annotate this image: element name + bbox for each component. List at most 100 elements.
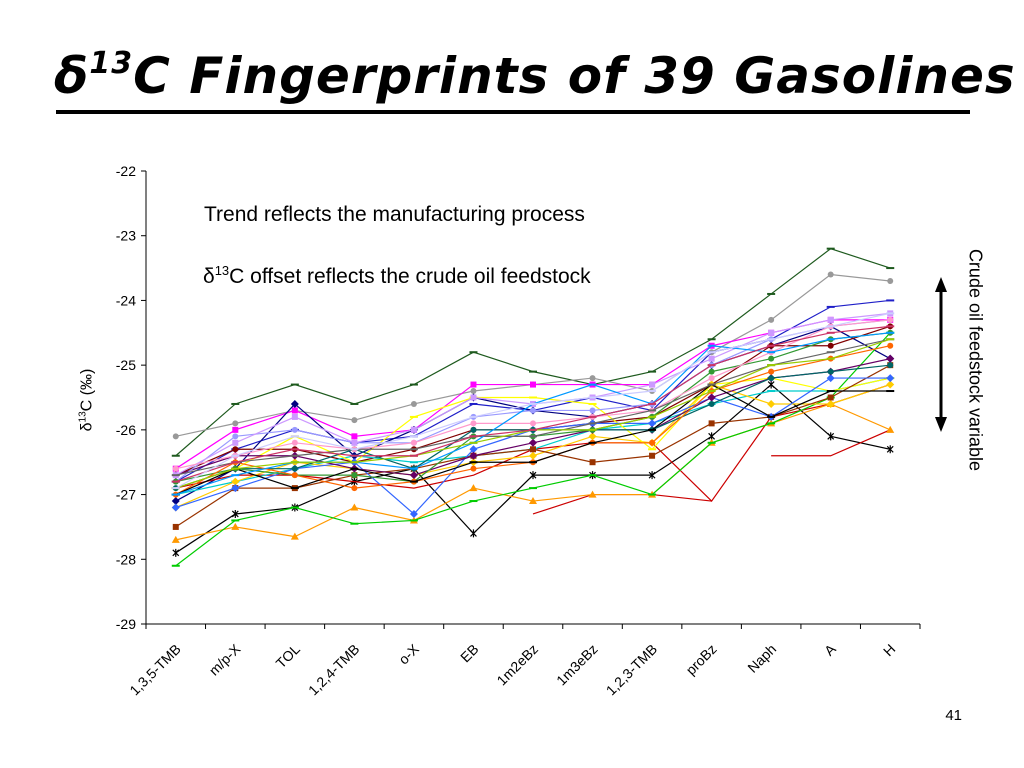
data-point xyxy=(171,535,180,543)
data-point xyxy=(827,316,834,323)
data-point xyxy=(291,472,298,479)
data-point xyxy=(588,490,597,498)
data-point xyxy=(172,465,179,472)
annotation-offset: δ13C offset reflects the crude oil feeds… xyxy=(203,263,591,289)
data-point xyxy=(350,503,359,511)
y-tick-label: -22 xyxy=(116,163,136,179)
data-point xyxy=(887,362,894,369)
series-line xyxy=(532,493,712,515)
data-point xyxy=(887,342,894,349)
slide-title: δ13C Fingerprints of 39 Gasolines xyxy=(54,44,1015,124)
x-tick-label: 1m2eBz xyxy=(493,641,541,689)
title-text: Fingerprints of 39 Gasolines xyxy=(189,47,1016,105)
data-point xyxy=(708,368,715,375)
data-point xyxy=(827,271,834,278)
series-10 xyxy=(771,429,891,457)
x-tick-label: EB xyxy=(457,641,482,666)
data-point xyxy=(172,548,180,557)
data-point xyxy=(351,417,358,424)
data-point xyxy=(351,439,358,446)
data-point xyxy=(291,407,298,414)
data-point xyxy=(470,426,477,433)
data-point xyxy=(409,509,418,518)
data-point xyxy=(708,355,715,362)
data-point xyxy=(827,394,834,401)
series-29 xyxy=(171,325,895,483)
data-point xyxy=(649,381,656,388)
data-point xyxy=(232,446,239,453)
data-point xyxy=(648,419,657,428)
data-point xyxy=(351,485,358,492)
data-point xyxy=(826,374,835,383)
data-point xyxy=(172,433,179,440)
data-point xyxy=(231,509,239,518)
y-tick-label: -26 xyxy=(116,422,136,438)
title-superscript: 13 xyxy=(89,46,134,81)
series-25 xyxy=(171,383,895,496)
data-point xyxy=(827,432,835,441)
data-point xyxy=(530,420,536,427)
data-point xyxy=(886,445,894,454)
data-point xyxy=(409,471,418,480)
data-point xyxy=(589,459,596,466)
y-tick-label: -23 xyxy=(116,228,136,244)
data-point xyxy=(707,393,716,402)
slide-number: 41 xyxy=(945,707,962,724)
data-point xyxy=(886,354,895,363)
title-underline xyxy=(56,110,970,114)
x-tick-label: 1m3eBz xyxy=(553,641,601,689)
data-point xyxy=(469,445,478,454)
x-tick-label: 1,2,3-TMB xyxy=(603,641,661,699)
data-point xyxy=(708,420,715,427)
data-point xyxy=(171,497,180,506)
data-point xyxy=(232,420,239,427)
x-tick-label: o-X xyxy=(395,640,422,667)
data-point xyxy=(768,329,775,336)
y-tick-label: -29 xyxy=(116,616,136,632)
data-point xyxy=(470,420,477,427)
x-tick-label: TOL xyxy=(273,641,304,672)
series-line xyxy=(771,429,891,457)
data-point xyxy=(530,381,536,388)
data-point xyxy=(768,368,775,375)
series-1 xyxy=(171,247,895,457)
data-point xyxy=(886,425,895,433)
data-point xyxy=(529,438,537,447)
series-9 xyxy=(532,493,712,515)
data-point xyxy=(529,471,537,480)
x-tick-label: 1,2,4-TMB xyxy=(305,641,363,699)
annotation-offset-text: C offset reflects the crude oil feedstoc… xyxy=(229,265,591,288)
data-point xyxy=(290,532,299,540)
data-point xyxy=(708,375,715,382)
data-point xyxy=(708,400,715,407)
annotation-trend: Trend reflects the manufacturing process xyxy=(204,203,585,226)
data-point xyxy=(171,503,180,512)
data-point xyxy=(768,375,775,382)
data-point xyxy=(588,432,597,441)
annotation-offset-prefix: δ xyxy=(203,265,215,288)
data-point xyxy=(886,380,895,389)
data-point xyxy=(291,439,298,446)
data-point xyxy=(232,439,239,446)
data-point xyxy=(768,355,775,362)
y-axis-label-superscript: 13 xyxy=(77,411,89,423)
y-tick-label: -28 xyxy=(116,551,136,567)
data-point xyxy=(649,439,656,446)
data-point xyxy=(232,426,239,433)
y-tick-label: -24 xyxy=(116,292,136,308)
chart-series xyxy=(171,247,895,567)
data-point xyxy=(529,497,537,505)
data-point xyxy=(351,472,358,479)
data-point xyxy=(827,368,834,375)
data-point xyxy=(886,374,895,383)
x-tick-label: Naph xyxy=(744,641,779,676)
data-point xyxy=(648,471,656,480)
data-point xyxy=(469,484,478,492)
data-point xyxy=(768,316,775,323)
arrow-head-up xyxy=(935,277,947,292)
data-point xyxy=(589,407,596,414)
data-point xyxy=(827,342,834,349)
x-tick-label: proBz xyxy=(683,641,720,678)
data-point xyxy=(470,381,477,388)
